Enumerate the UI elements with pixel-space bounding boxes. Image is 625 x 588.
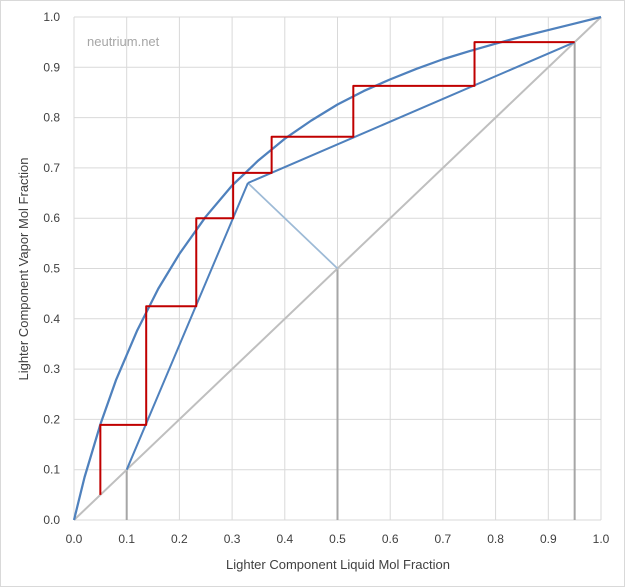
reference-lines — [125, 42, 576, 520]
rectifying-operating-line — [247, 41, 576, 184]
y-tick-label: 0.9 — [43, 60, 60, 74]
x-tick-label: 0.5 — [329, 532, 346, 546]
x-tick-label: 0.4 — [276, 532, 293, 546]
y-tick-label: 0.1 — [43, 463, 60, 477]
x-tick-label: 0.3 — [224, 532, 241, 546]
y-tick-label: 0.7 — [43, 161, 60, 175]
y-tick-label: 1.0 — [43, 10, 60, 24]
series — [72, 15, 602, 521]
y-tick-label: 0.6 — [43, 211, 60, 225]
y-tick-label: 0.8 — [43, 111, 60, 125]
axes: 0.0 0.1 0.2 0.3 0.4 0.5 0.6 0.7 0.8 0.9 1.0 0.0 0.1 0… — [43, 10, 609, 546]
x-tick-label: 0.0 — [66, 532, 83, 546]
y-tick-label: 0.5 — [43, 262, 60, 276]
x-tick-label: 0.2 — [171, 532, 188, 546]
stages-line — [99, 41, 575, 495]
x-tick-label: 1.0 — [593, 532, 610, 546]
x-axis-title: Lighter Component Liquid Mol Fraction — [226, 557, 450, 572]
q-line-line — [247, 182, 339, 270]
y-tick-label: 0.0 — [43, 513, 60, 527]
x-tick-label: 0.6 — [382, 532, 399, 546]
y-tick-label: 0.4 — [43, 312, 60, 326]
x-tick-label: 0.8 — [487, 532, 504, 546]
x-tick-label: 0.1 — [118, 532, 135, 546]
y-tick-label: 0.3 — [43, 362, 60, 376]
y-tick-label: 0.2 — [43, 412, 60, 426]
x-tick-label: 0.7 — [435, 532, 452, 546]
watermark: neutrium.net — [87, 34, 160, 49]
stripping-operating-line — [125, 182, 249, 471]
y-axis-title: Lighter Component Vapor Mol Fraction — [16, 157, 31, 380]
x-tick-label: 0.9 — [540, 532, 557, 546]
